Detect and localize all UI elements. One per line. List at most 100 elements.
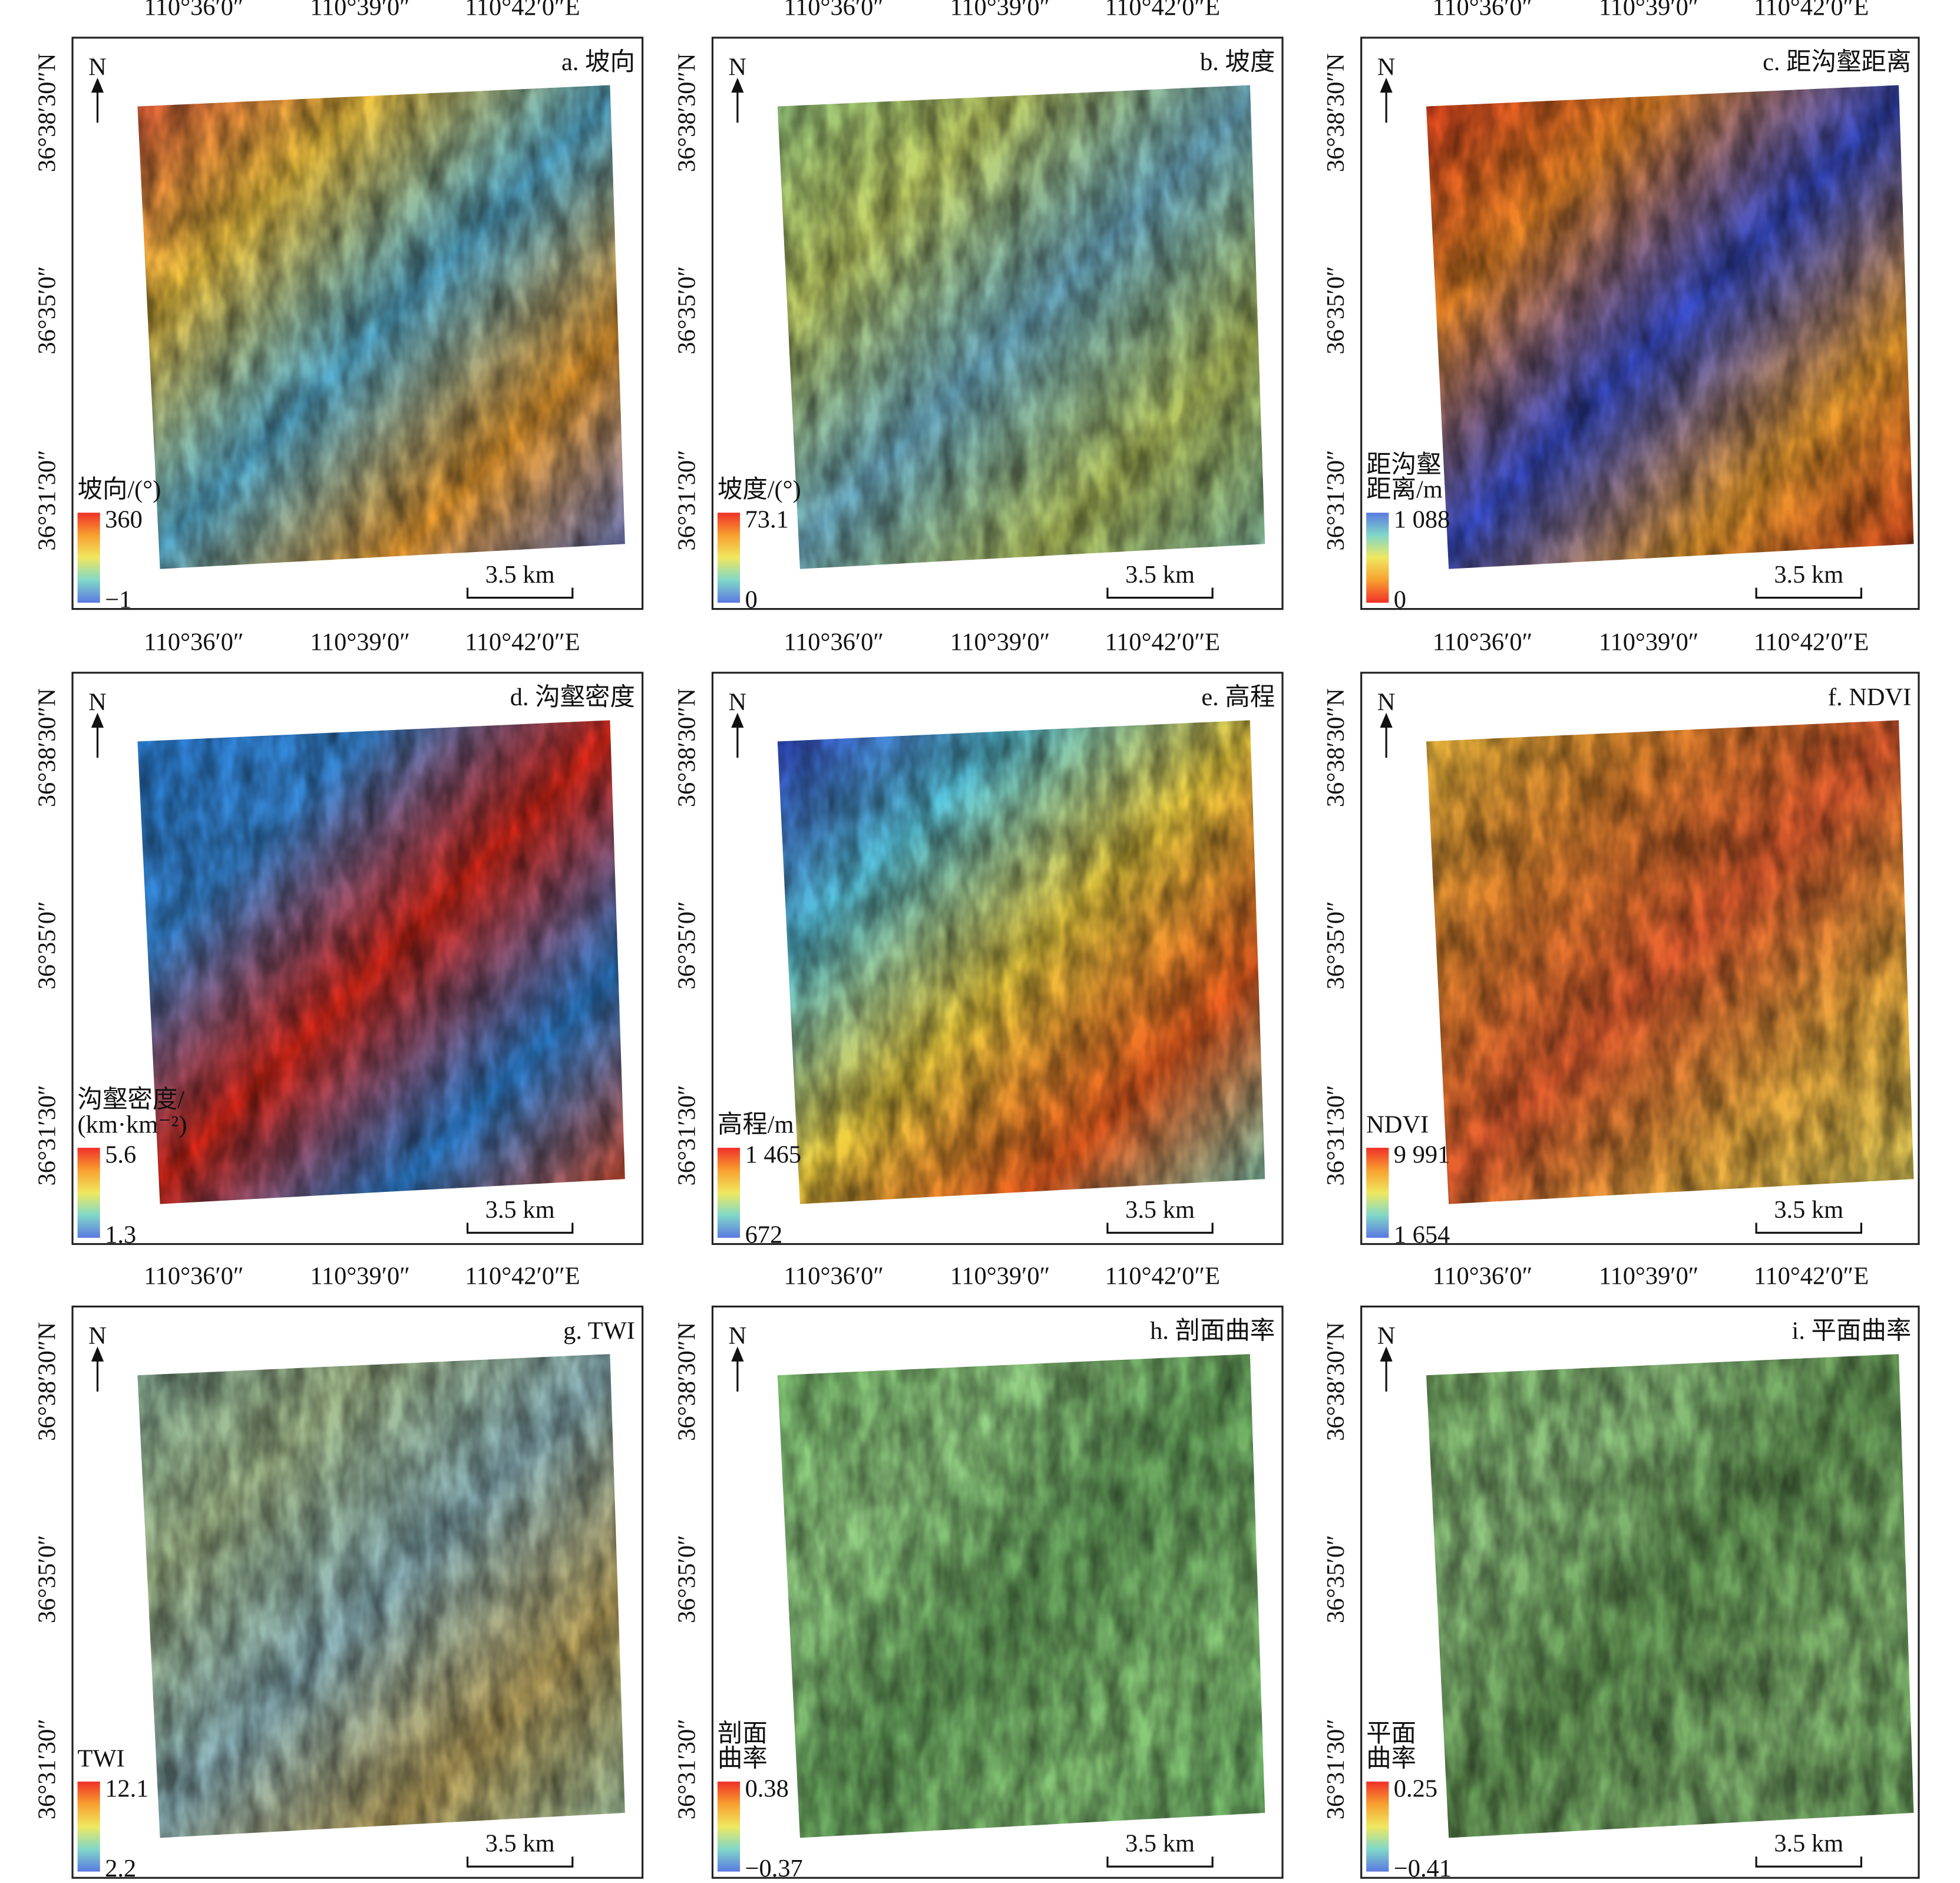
legend-ramp [717, 1148, 741, 1238]
map-texture [137, 85, 625, 569]
scale-bar-label: 3.5 km [1125, 561, 1195, 589]
panel: 110°36′0″ 110°39′0″ 110°42′0″E 36°38′30″N 36… [33, 0, 644, 613]
scale-bar-label: 3.5 km [1774, 1196, 1843, 1224]
latitude-label: 36°31′30″ [673, 1085, 701, 1185]
latitude-label: 36°38′30″N [673, 1322, 701, 1441]
texture [1426, 1354, 1914, 1838]
latitude-label: 36°35′0″ [33, 901, 61, 989]
panel-title: a. 坡向 [561, 48, 635, 76]
longitude-label: 110°39′0″ [1599, 629, 1699, 656]
north-arrow-head [1380, 712, 1393, 728]
latitude-label: 36°38′30″N [673, 53, 701, 172]
scale-bar [466, 1223, 574, 1234]
map-texture [137, 720, 625, 1204]
map-texture [1426, 720, 1914, 1204]
north-arrow-head [1380, 77, 1393, 93]
scale-bar-label: 3.5 km [485, 561, 555, 589]
legend-max: 9 991 [1394, 1141, 1450, 1169]
latitude-label: 36°31′30″ [673, 1719, 701, 1819]
north-label: N [1377, 1322, 1396, 1350]
panel-title: d. 沟壑密度 [510, 683, 635, 711]
north-label: N [729, 1322, 747, 1350]
map-texture [777, 1354, 1265, 1838]
legend-max: 73.1 [745, 506, 789, 534]
longitude-label: 110°42′0″E [1754, 1262, 1869, 1290]
legend-ramp [717, 513, 741, 603]
scale-bar [1755, 1223, 1862, 1234]
legend-min: 0 [1394, 586, 1406, 613]
latitude-label: 36°35′0″ [1322, 1535, 1350, 1623]
texture [777, 85, 1265, 569]
legend-title: 剖面 [718, 1720, 768, 1747]
panel-title: g. TWI [563, 1317, 635, 1345]
legend-min: 672 [745, 1221, 783, 1248]
longitude-label: 110°42′0″E [465, 1262, 580, 1290]
map-texture [137, 1354, 625, 1838]
map-texture [777, 85, 1265, 569]
north-label: N [729, 54, 747, 81]
texture [1426, 720, 1914, 1204]
longitude-label: 110°39′0″ [950, 1262, 1050, 1290]
longitude-label: 110°36′0″ [144, 0, 244, 21]
north-arrow-head [91, 77, 104, 93]
north-label: N [729, 688, 747, 716]
longitude-label: 110°36′0″ [1433, 629, 1533, 656]
legend-min: 1 654 [1394, 1221, 1450, 1248]
legend-max: 12.1 [105, 1775, 148, 1802]
longitude-label: 110°36′0″ [784, 0, 884, 21]
north-arrow-head [731, 1346, 744, 1362]
texture [777, 720, 1265, 1204]
latitude-label: 36°31′30″ [1322, 1719, 1350, 1819]
legend-title: 平面 [1366, 1720, 1416, 1747]
longitude-label: 110°36′0″ [784, 629, 884, 656]
legend-title: TWI [78, 1745, 125, 1772]
latitude-label: 36°38′30″N [1322, 1322, 1350, 1441]
legend-max: 360 [105, 506, 143, 534]
legend-ramp [1366, 1781, 1389, 1872]
scale-bar-label: 3.5 km [1774, 1830, 1843, 1858]
legend-title: (km·km⁻²) [78, 1111, 187, 1139]
longitude-label: 110°39′0″ [950, 0, 1050, 21]
north-label: N [1377, 54, 1396, 81]
longitude-label: 110°39′0″ [310, 1262, 410, 1290]
texture [137, 1354, 625, 1838]
legend-ramp [717, 1781, 741, 1872]
north-label: N [88, 688, 107, 716]
longitude-label: 110°42′0″E [1105, 1262, 1221, 1290]
legend-title: 距离/m [1366, 476, 1443, 504]
latitude-label: 36°38′30″N [33, 1322, 61, 1441]
scale-bar [466, 587, 574, 599]
legend-min: −0.41 [1394, 1855, 1452, 1882]
longitude-label: 110°39′0″ [310, 0, 410, 21]
latitude-label: 36°38′30″N [1322, 688, 1350, 807]
panel-title: f. NDVI [1828, 683, 1911, 711]
latitude-label: 36°35′0″ [1322, 901, 1350, 989]
scale-bar [1755, 1856, 1862, 1868]
panel: 110°36′0″ 110°39′0″ 110°42′0″E 36°38′30″N 36… [673, 629, 1284, 1248]
longitude-label: 110°42′0″E [1105, 0, 1221, 21]
legend-ramp [77, 1148, 100, 1238]
texture [137, 85, 625, 569]
longitude-label: 110°39′0″ [950, 629, 1050, 656]
legend-title: 沟壑密度/ [78, 1086, 185, 1114]
north-arrow-head [731, 712, 744, 728]
legend-title: 高程/m [718, 1111, 794, 1139]
longitude-label: 110°42′0″E [1105, 629, 1221, 656]
legend-title: 距沟壑 [1366, 451, 1441, 478]
latitude-label: 36°35′0″ [673, 1535, 701, 1623]
legend-min: 1.3 [105, 1221, 136, 1248]
panel-title: e. 高程 [1201, 683, 1275, 711]
legend-max: 0.38 [745, 1775, 789, 1802]
legend-ramp [1366, 513, 1389, 603]
panel-title: c. 距沟壑距离 [1763, 48, 1911, 76]
legend-title: 曲率 [718, 1745, 768, 1772]
legend-min: −0.37 [745, 1855, 803, 1882]
longitude-label: 110°42′0″E [465, 629, 580, 656]
longitude-label: 110°36′0″ [1433, 0, 1533, 21]
scale-bar [1106, 587, 1214, 599]
panel: 110°36′0″ 110°39′0″ 110°42′0″E 36°38′30″N 36… [673, 0, 1284, 613]
panel-title: b. 坡度 [1200, 48, 1275, 76]
latitude-label: 36°31′30″ [33, 450, 61, 550]
map-texture [1426, 85, 1914, 569]
